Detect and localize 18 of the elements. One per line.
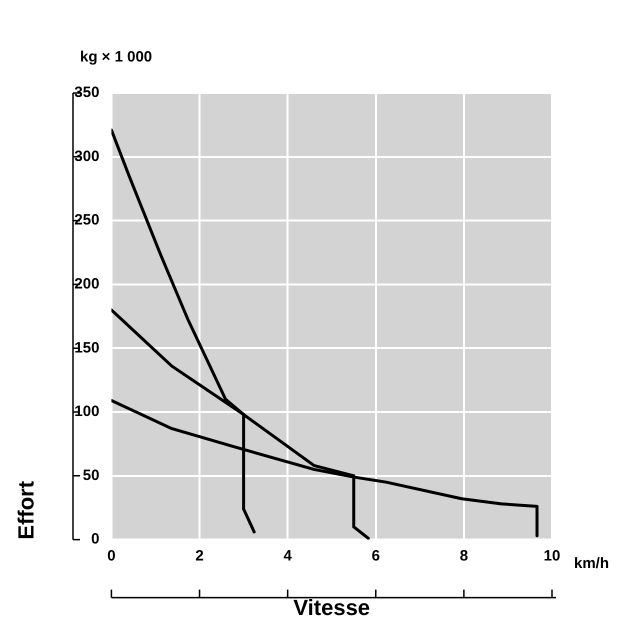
y-tick-label: 350 — [74, 84, 100, 102]
x-tick-label: 6 — [372, 548, 380, 565]
y-tick-label: 50 — [82, 466, 100, 484]
x-tick-label: 4 — [283, 548, 292, 565]
text: km/h — [574, 555, 610, 572]
x-tick-label: 2 — [195, 548, 204, 565]
y-tick-label: 100 — [74, 403, 100, 420]
text: kg × 1 000 — [80, 48, 152, 66]
x-axis-title: Vitesse — [293, 594, 370, 620]
y-axis-title: Effort — [13, 480, 38, 540]
y-tick-label: 200 — [74, 276, 100, 293]
x-tick-label: 0 — [107, 548, 116, 565]
y-tick-label: 150 — [74, 339, 100, 356]
y-tick-label: 250 — [74, 212, 100, 229]
y-tick-label: 300 — [74, 148, 100, 165]
x-tick-label: 8 — [460, 548, 468, 565]
y-tick-label: 0 — [91, 530, 100, 548]
x-tick-label: 10 — [544, 548, 560, 565]
